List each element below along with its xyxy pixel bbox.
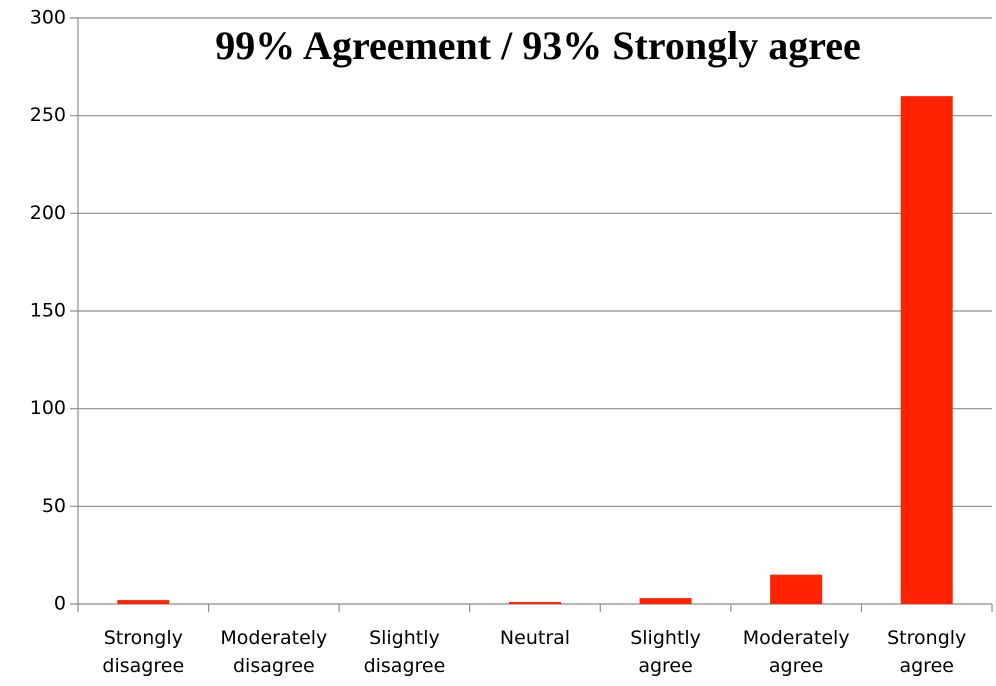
y-tick-label: 50 [42, 495, 66, 517]
x-tick-label: Strongly agree [887, 627, 966, 677]
y-tick-label: 150 [30, 300, 66, 322]
bar [770, 574, 823, 604]
y-tick-label: 300 [30, 7, 66, 29]
x-tick-label: Moderately disagree [220, 627, 327, 677]
bar [117, 600, 170, 604]
bar [509, 602, 561, 604]
x-tick-label: Slightly agree [630, 627, 701, 677]
y-tick-label: 200 [30, 202, 66, 224]
bar [639, 598, 692, 604]
x-tick-label: Slightly disagree [364, 627, 446, 677]
chart-title: 99% Agreement / 93% Strongly agree [215, 23, 860, 68]
x-tick-label: Moderately agree [743, 627, 850, 677]
x-tick-label: Strongly disagree [102, 627, 184, 677]
y-tick-label: 0 [54, 593, 66, 615]
bar [900, 96, 953, 604]
y-tick-label: 250 [30, 104, 66, 126]
x-tick-label: Neutral [500, 627, 570, 649]
y-tick-label: 100 [30, 397, 66, 419]
